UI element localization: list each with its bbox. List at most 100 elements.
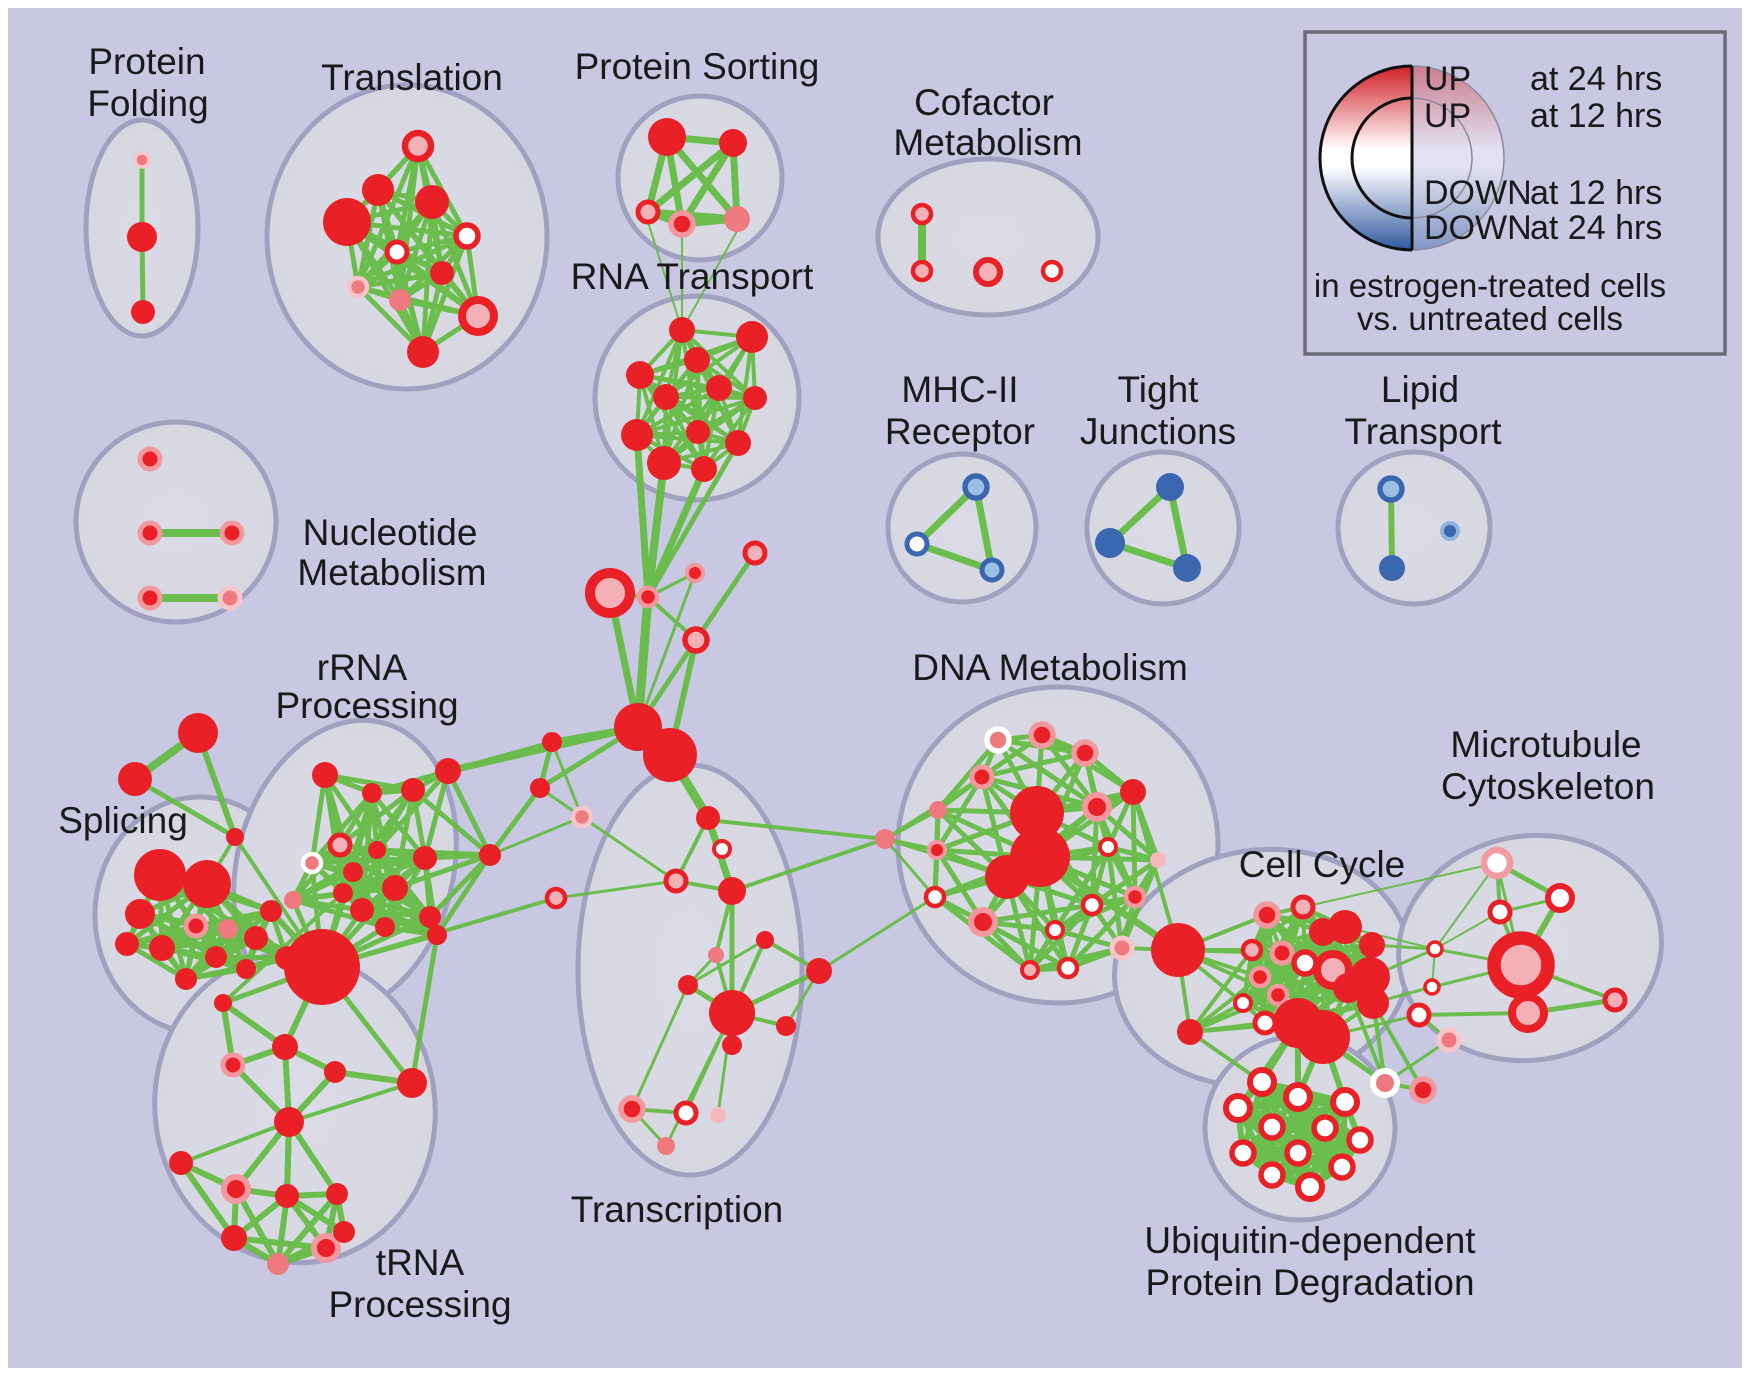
gene-node[interactable]	[923, 885, 947, 909]
gene-node[interactable]	[927, 840, 947, 860]
gene-node[interactable]	[1120, 779, 1146, 805]
gene-node[interactable]	[678, 975, 698, 995]
gene-node[interactable]	[691, 456, 717, 482]
gene-node[interactable]	[430, 261, 454, 285]
gene-node[interactable]	[968, 907, 998, 937]
gene-node[interactable]	[1291, 949, 1319, 977]
gene-node[interactable]	[1123, 885, 1147, 909]
gene-node[interactable]	[1098, 837, 1118, 857]
gene-node[interactable]	[435, 758, 461, 784]
gene-node[interactable]	[985, 855, 1029, 899]
gene-node[interactable]	[618, 1095, 646, 1123]
gene-node[interactable]	[368, 841, 386, 859]
gene-node[interactable]	[653, 384, 679, 410]
gene-node[interactable]	[311, 1233, 341, 1263]
gene-node[interactable]	[1370, 1068, 1400, 1098]
gene-node[interactable]	[389, 289, 411, 311]
gene-node[interactable]	[323, 198, 371, 246]
gene-node[interactable]	[1252, 1010, 1278, 1036]
gene-node[interactable]	[218, 919, 238, 939]
gene-node[interactable]	[684, 347, 710, 373]
gene-node[interactable]	[682, 626, 710, 654]
gene-node[interactable]	[458, 296, 498, 336]
gene-node[interactable]	[236, 959, 256, 979]
gene-node[interactable]	[1177, 1019, 1203, 1045]
gene-node[interactable]	[226, 828, 244, 846]
gene-node[interactable]	[542, 732, 562, 752]
gene-node[interactable]	[1377, 475, 1405, 503]
gene-node[interactable]	[175, 968, 197, 990]
gene-node[interactable]	[636, 585, 660, 609]
gene-node[interactable]	[1350, 957, 1390, 997]
gene-node[interactable]	[1295, 1172, 1325, 1202]
gene-node[interactable]	[453, 222, 481, 250]
gene-node[interactable]	[125, 899, 155, 929]
gene-node[interactable]	[1328, 910, 1362, 944]
gene-node[interactable]	[427, 925, 447, 945]
gene-node[interactable]	[1266, 983, 1290, 1007]
gene-node[interactable]	[685, 563, 705, 583]
gene-node[interactable]	[1258, 1113, 1286, 1141]
gene-node[interactable]	[736, 321, 768, 353]
gene-node[interactable]	[621, 419, 653, 451]
gene-node[interactable]	[973, 257, 1003, 287]
gene-node[interactable]	[1283, 1082, 1313, 1112]
gene-node[interactable]	[1346, 1126, 1374, 1154]
gene-node[interactable]	[904, 531, 930, 557]
gene-node[interactable]	[134, 849, 186, 901]
gene-node[interactable]	[1269, 940, 1295, 966]
gene-node[interactable]	[709, 990, 755, 1036]
gene-node[interactable]	[137, 446, 163, 472]
gene-node[interactable]	[274, 1107, 304, 1137]
gene-node[interactable]	[626, 361, 654, 389]
gene-node[interactable]	[1545, 883, 1575, 913]
gene-node[interactable]	[362, 783, 382, 803]
gene-node[interactable]	[169, 1151, 193, 1175]
gene-node[interactable]	[343, 862, 363, 882]
gene-node[interactable]	[275, 1184, 299, 1208]
gene-node[interactable]	[479, 844, 501, 866]
gene-node[interactable]	[648, 118, 686, 156]
gene-node[interactable]	[219, 520, 245, 546]
gene-node[interactable]	[1426, 940, 1444, 958]
gene-node[interactable]	[910, 202, 934, 226]
gene-node[interactable]	[333, 883, 353, 903]
gene-node[interactable]	[657, 1137, 675, 1155]
gene-node[interactable]	[1480, 846, 1514, 880]
gene-node[interactable]	[929, 801, 947, 819]
gene-node[interactable]	[1071, 739, 1099, 767]
gene-node[interactable]	[710, 1107, 726, 1123]
gene-node[interactable]	[663, 868, 689, 894]
gene-node[interactable]	[149, 935, 175, 961]
gene-node[interactable]	[1010, 786, 1064, 840]
gene-node[interactable]	[115, 932, 139, 956]
gene-node[interactable]	[284, 929, 360, 1005]
gene-node[interactable]	[743, 386, 767, 410]
gene-node[interactable]	[1311, 1114, 1339, 1142]
gene-node[interactable]	[1379, 555, 1405, 581]
gene-node[interactable]	[969, 764, 995, 790]
gene-node[interactable]	[776, 1016, 796, 1036]
gene-node[interactable]	[1357, 987, 1389, 1019]
gene-node[interactable]	[1487, 931, 1555, 999]
gene-node[interactable]	[178, 713, 218, 753]
gene-node[interactable]	[668, 210, 696, 238]
gene-node[interactable]	[1296, 1010, 1350, 1064]
gene-node[interactable]	[530, 778, 550, 798]
gene-node[interactable]	[962, 473, 990, 501]
gene-node[interactable]	[1487, 899, 1513, 925]
gene-node[interactable]	[1150, 852, 1166, 868]
gene-node[interactable]	[415, 185, 449, 219]
gene-node[interactable]	[362, 174, 394, 206]
gene-node[interactable]	[183, 913, 209, 939]
gene-node[interactable]	[350, 898, 374, 922]
gene-node[interactable]	[570, 805, 594, 829]
gene-node[interactable]	[724, 206, 750, 232]
gene-node[interactable]	[260, 900, 282, 922]
gene-node[interactable]	[875, 829, 895, 849]
gene-node[interactable]	[1080, 893, 1104, 917]
gene-node[interactable]	[1440, 521, 1460, 541]
gene-node[interactable]	[1223, 1093, 1253, 1123]
gene-node[interactable]	[1508, 993, 1548, 1033]
gene-node[interactable]	[1040, 259, 1064, 283]
